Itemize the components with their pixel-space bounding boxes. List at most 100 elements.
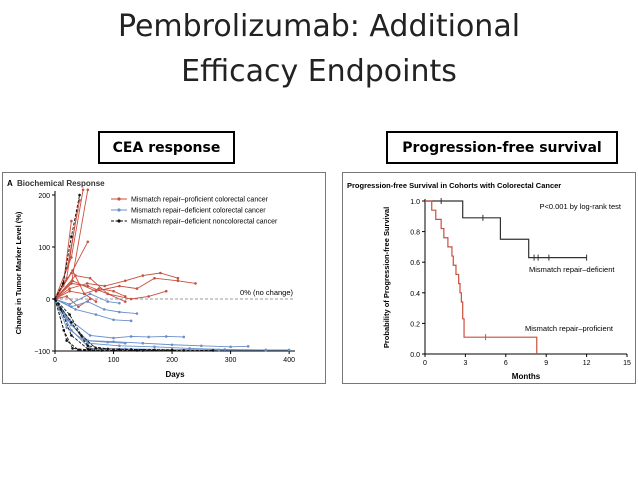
noncolorectal-point [59, 308, 63, 311]
noncolorectal-point [70, 334, 73, 337]
deficient-point [68, 302, 71, 306]
deficient-point [217, 348, 221, 352]
proficient-point [70, 219, 73, 223]
proficient-point [68, 289, 71, 293]
deficient-point [118, 344, 121, 348]
x-tick-label: 3 [463, 360, 467, 367]
deficient-point [246, 345, 250, 348]
proficient-point [85, 282, 89, 285]
progression-free-survival-chart: Progression-free Survival in Cohorts wit… [342, 172, 636, 384]
series-label-deficient: Mismatch repair–deficient [529, 265, 615, 274]
deficient-point [74, 308, 77, 311]
noncolorectal-point [211, 349, 215, 352]
noncolorectal-point [86, 347, 90, 351]
y-tick-label: 0.4 [410, 291, 420, 298]
proficient-point [65, 295, 69, 298]
noncolorectal-point [77, 348, 80, 352]
deficient-patient-line [54, 298, 266, 351]
proficient-point [112, 289, 115, 293]
proficient-point [86, 240, 90, 244]
deficient-point [123, 341, 127, 345]
cea-response-label: CEA response [98, 131, 235, 164]
legend-marker-deficient [117, 208, 121, 212]
proficient-point [141, 274, 145, 277]
proficient-point [129, 297, 133, 301]
x-tick-label: 12 [583, 360, 591, 367]
deficient-point [88, 334, 92, 337]
x-tick-label: 0 [423, 360, 427, 367]
y-tick-label: 0.0 [410, 352, 420, 359]
reference-line-label: 0% (no change) [240, 288, 293, 297]
deficient-point [118, 301, 121, 305]
proficient-point [164, 289, 168, 293]
proficient-point [78, 198, 81, 202]
x-tick-label: 200 [166, 357, 178, 364]
deficient-point [106, 340, 109, 344]
deficient-point [229, 345, 232, 349]
proficient-point [94, 300, 98, 303]
deficient-point [170, 343, 174, 347]
km-curve-km_deficient [425, 200, 587, 259]
deficient-point [118, 310, 121, 314]
legend-entry-deficient: Mismatch repair–deficient colorectal can… [131, 208, 266, 215]
proficient-point [81, 188, 85, 192]
deficient-point [147, 335, 150, 339]
proficient-point [118, 284, 121, 288]
deficient-point [129, 319, 133, 323]
proficient-point [176, 276, 180, 280]
proficient-point [147, 295, 150, 298]
proficient-point [71, 269, 74, 272]
noncolorectal-point [53, 297, 57, 301]
progression-free-survival-svg: Progression-free Survival in Cohorts wit… [347, 181, 631, 381]
proficient-point [86, 284, 90, 288]
biochemical-response-chart: A Biochemical Response −100 0 100 200 0 100 200 3… [2, 172, 326, 384]
progression-free-survival-label: Progression-free survival [386, 131, 618, 164]
noncolorectal-point [70, 321, 73, 324]
chart-title: Progression-free Survival in Cohorts wit… [347, 181, 561, 190]
noncolorectal-point [182, 349, 186, 352]
x-tick-label: 6 [504, 360, 508, 367]
deficient-patient-line [54, 298, 184, 339]
y-tick-label: 0 [46, 297, 50, 304]
deficient-point [135, 312, 139, 315]
proficient-point [153, 276, 156, 280]
x-tick-label: 15 [623, 360, 631, 367]
deficient-point [86, 300, 90, 303]
panel-letter: A [7, 179, 13, 188]
deficient-point [182, 335, 186, 339]
noncolorectal-point [86, 344, 90, 348]
deficient-patient-line [54, 298, 290, 351]
deficient-point [102, 308, 106, 311]
slide-title-line-2: Efficacy Endpoints [181, 54, 457, 89]
deficient-point [70, 305, 73, 309]
deficient-point [164, 335, 168, 338]
noncolorectal-point [80, 334, 83, 337]
deficient-point [264, 348, 268, 352]
km-curve-km_proficient [425, 200, 538, 354]
deficient-point [86, 341, 90, 345]
proficient-point [86, 188, 90, 192]
x-axis-label: Days [165, 370, 185, 379]
deficient-point [153, 345, 156, 349]
proficient-point [106, 292, 109, 296]
proficient-point [94, 289, 98, 293]
y-tick-label: 0.6 [410, 260, 420, 267]
series-label-proficient: Mismatch repair–proficient [525, 324, 614, 333]
proficient-point [103, 284, 107, 288]
legend-entry-noncolorectal: Mismatch repair–deficient noncolorectal … [131, 219, 278, 226]
x-axis-label: Months [512, 372, 541, 381]
noncolorectal-point [170, 348, 174, 352]
noncolorectal-point [68, 313, 71, 316]
legend-marker-noncolorectal [117, 219, 121, 223]
legend-entry-proficient: Mismatch repair–proficient colorectal ca… [131, 197, 269, 204]
proficient-point [82, 292, 86, 296]
legend-marker-proficient [117, 197, 121, 201]
deficient-point [106, 300, 109, 303]
y-tick-label: 200 [38, 193, 50, 200]
y-tick-label: −100 [34, 349, 50, 356]
y-axis-label: Change in Tumor Marker Level (%) [14, 211, 23, 334]
proficient-patient-line [54, 288, 126, 300]
proficient-point [194, 282, 197, 285]
log-rank-annotation: P<0.001 by log-rank test [539, 202, 621, 211]
proficient-point [70, 282, 73, 285]
